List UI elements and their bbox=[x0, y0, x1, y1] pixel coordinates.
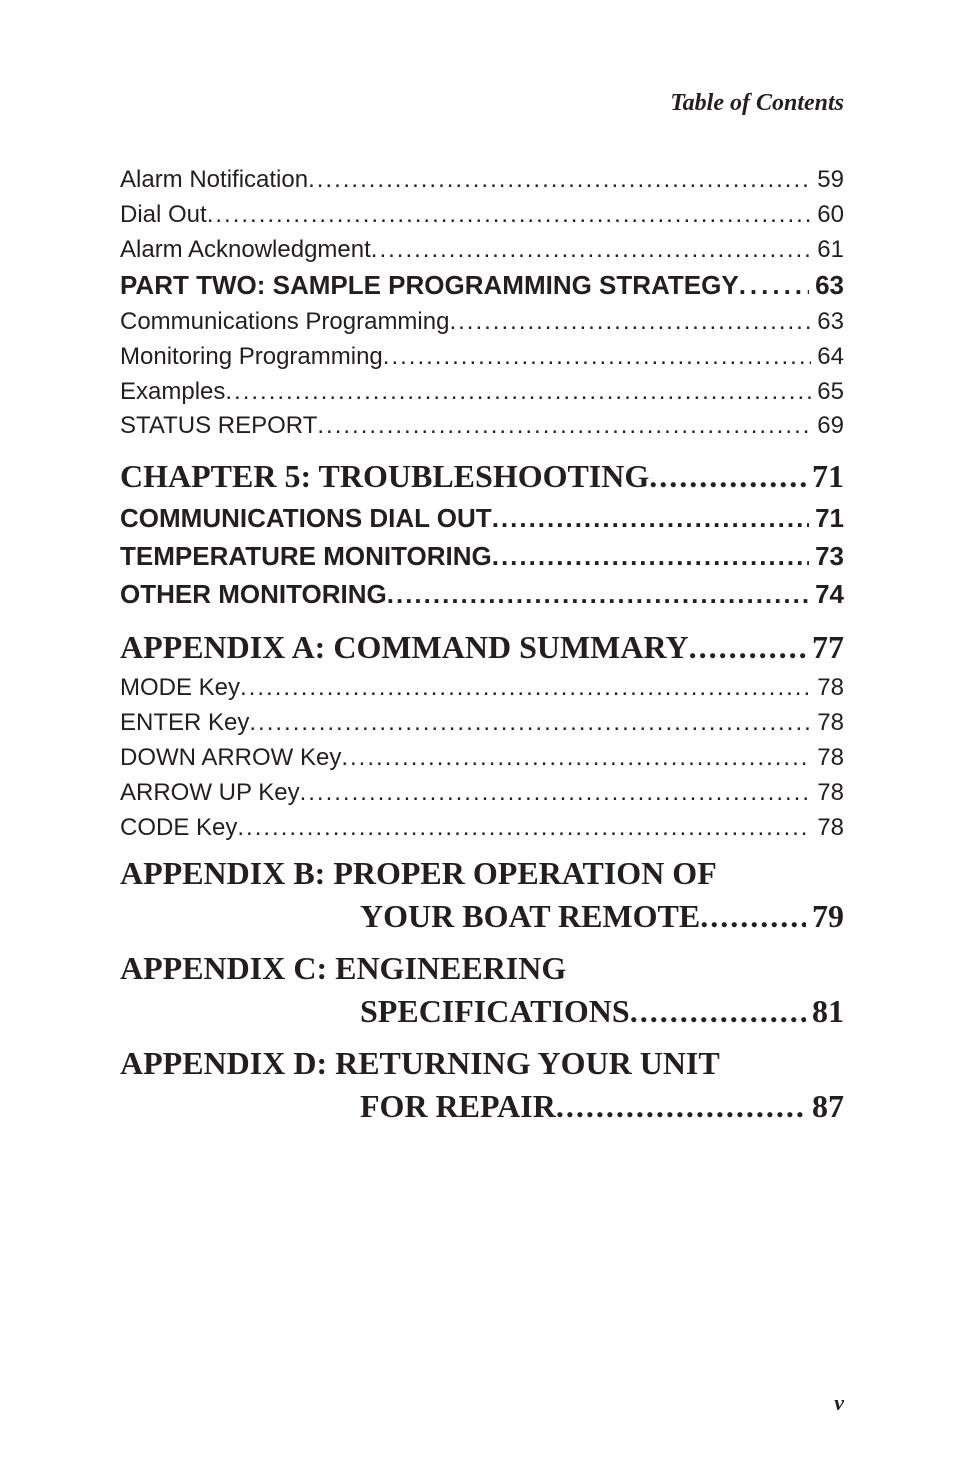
toc-label: PART TWO: SAMPLE PROGRAMMING STRATEGY bbox=[120, 267, 739, 305]
toc-entry: MODE Key 78 bbox=[120, 671, 844, 706]
toc-entry: APPENDIX C: ENGINEERINGSPECIFICATIONS 81 bbox=[120, 950, 844, 1035]
toc-entry: Monitoring Programming 64 bbox=[120, 340, 844, 375]
toc-label: ENTER Key bbox=[120, 706, 249, 741]
toc-page: 69 bbox=[811, 409, 844, 444]
toc-leader-dots bbox=[700, 892, 806, 940]
toc-label: CHAPTER 5: TROUBLESHOOTING bbox=[120, 452, 649, 500]
toc-leader-dots bbox=[649, 452, 806, 500]
toc-entry: Alarm Acknowledgment 61 bbox=[120, 233, 844, 268]
toc-label: APPENDIX C: ENGINEERING bbox=[120, 950, 844, 987]
toc-page: 71 bbox=[806, 452, 844, 500]
toc-leader-dots bbox=[371, 233, 812, 268]
toc-leader-dots bbox=[240, 671, 811, 706]
toc-leader-dots bbox=[630, 987, 806, 1035]
toc-page: 78 bbox=[811, 741, 844, 776]
toc-entry: APPENDIX B: PROPER OPERATION OFYOUR BOAT… bbox=[120, 855, 844, 940]
toc-entry: Dial Out 60 bbox=[120, 198, 844, 233]
toc-leader-dots bbox=[225, 375, 811, 410]
toc-page: 81 bbox=[806, 987, 844, 1035]
toc-label: OTHER MONITORING bbox=[120, 576, 387, 614]
toc-label: Examples bbox=[120, 375, 225, 410]
toc-entry: Alarm Notification 59 bbox=[120, 163, 844, 198]
toc-leader-dots bbox=[449, 305, 811, 340]
toc-label: TEMPERATURE MONITORING bbox=[120, 538, 492, 576]
toc-entry: ARROW UP Key 78 bbox=[120, 776, 844, 811]
toc-leader-dots bbox=[387, 576, 809, 614]
toc-label: APPENDIX D: RETURNING YOUR UNIT bbox=[120, 1045, 844, 1082]
toc-entry: COMMUNICATIONS DIAL OUT 71 bbox=[120, 500, 844, 538]
toc-entry: CHAPTER 5: TROUBLESHOOTING 71 bbox=[120, 452, 844, 500]
toc-page: 63 bbox=[811, 305, 844, 340]
toc-label: SPECIFICATIONS bbox=[360, 987, 630, 1035]
toc-entry: TEMPERATURE MONITORING 73 bbox=[120, 538, 844, 576]
toc-page: 63 bbox=[809, 267, 844, 305]
toc-page: 64 bbox=[811, 340, 844, 375]
toc-leader-dots bbox=[308, 163, 811, 198]
toc-entry: APPENDIX A: COMMAND SUMMARY 77 bbox=[120, 623, 844, 671]
toc-label: APPENDIX A: COMMAND SUMMARY bbox=[120, 623, 689, 671]
toc-label: MODE Key bbox=[120, 671, 240, 706]
toc-entry: CODE Key 78 bbox=[120, 811, 844, 846]
toc-leader-dots bbox=[317, 409, 811, 444]
toc-leader-dots bbox=[237, 811, 811, 846]
toc-label: Alarm Acknowledgment bbox=[120, 233, 371, 268]
toc-page: 78 bbox=[811, 811, 844, 846]
toc-leader-dots bbox=[207, 198, 812, 233]
toc-leader-dots bbox=[341, 741, 811, 776]
toc-entry: Examples 65 bbox=[120, 375, 844, 410]
toc-label: APPENDIX B: PROPER OPERATION OF bbox=[120, 855, 844, 892]
toc-leader-dots bbox=[492, 500, 809, 538]
toc-entry: OTHER MONITORING 74 bbox=[120, 576, 844, 614]
toc-label: Monitoring Programming bbox=[120, 340, 383, 375]
toc-entry: PART TWO: SAMPLE PROGRAMMING STRATEGY 63 bbox=[120, 267, 844, 305]
toc-leader-dots bbox=[689, 623, 806, 671]
toc-page: 78 bbox=[811, 671, 844, 706]
toc-page: 59 bbox=[811, 163, 844, 198]
toc-page: 73 bbox=[809, 538, 844, 576]
toc-label: CODE Key bbox=[120, 811, 237, 846]
toc-entry: APPENDIX D: RETURNING YOUR UNITFOR REPAI… bbox=[120, 1045, 844, 1130]
toc-leader-dots bbox=[739, 267, 809, 305]
toc-page: 78 bbox=[811, 706, 844, 741]
toc-label: Dial Out bbox=[120, 198, 207, 233]
toc-leader-dots bbox=[249, 706, 811, 741]
toc-label: Communications Programming bbox=[120, 305, 449, 340]
toc-page: 79 bbox=[806, 892, 844, 940]
toc-line: SPECIFICATIONS 81 bbox=[120, 987, 844, 1035]
toc-leader-dots bbox=[300, 776, 812, 811]
toc-label: ARROW UP Key bbox=[120, 776, 300, 811]
toc-line: FOR REPAIR 87 bbox=[120, 1082, 844, 1130]
toc-leader-dots bbox=[383, 340, 812, 375]
toc-leader-dots bbox=[492, 538, 809, 576]
toc-page: 65 bbox=[811, 375, 844, 410]
toc-label: Alarm Notification bbox=[120, 163, 308, 198]
toc-label: STATUS REPORT bbox=[120, 409, 317, 444]
toc-page: 77 bbox=[806, 623, 844, 671]
toc-leader-dots bbox=[556, 1082, 806, 1130]
toc-page: 78 bbox=[811, 776, 844, 811]
toc-page: 71 bbox=[809, 500, 844, 538]
page-number-footer: v bbox=[834, 1390, 844, 1416]
toc-label: COMMUNICATIONS DIAL OUT bbox=[120, 500, 492, 538]
toc-line: YOUR BOAT REMOTE 79 bbox=[120, 892, 844, 940]
table-of-contents: Alarm Notification59Dial Out60Alarm Ackn… bbox=[120, 163, 844, 1130]
toc-entry: STATUS REPORT 69 bbox=[120, 409, 844, 444]
toc-label: YOUR BOAT REMOTE bbox=[360, 892, 700, 940]
toc-page: 61 bbox=[811, 233, 844, 268]
page-header: Table of Contents bbox=[120, 90, 844, 117]
toc-label: FOR REPAIR bbox=[360, 1082, 556, 1130]
toc-page: 87 bbox=[806, 1082, 844, 1130]
toc-page: 60 bbox=[811, 198, 844, 233]
toc-entry: DOWN ARROW Key 78 bbox=[120, 741, 844, 776]
toc-label: DOWN ARROW Key bbox=[120, 741, 341, 776]
toc-entry: ENTER Key 78 bbox=[120, 706, 844, 741]
toc-entry: Communications Programming 63 bbox=[120, 305, 844, 340]
toc-page: 74 bbox=[809, 576, 844, 614]
